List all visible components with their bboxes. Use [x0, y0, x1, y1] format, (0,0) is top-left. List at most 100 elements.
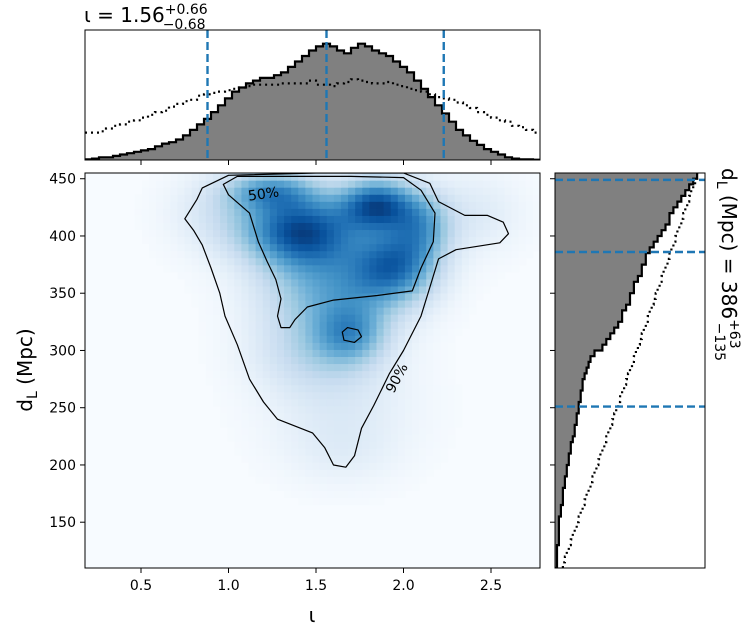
- heatmap-cell: [212, 356, 221, 365]
- heatmap-cell: [312, 441, 321, 449]
- heatmap-cell: [383, 342, 392, 350]
- heatmap-cell: [383, 377, 392, 386]
- heatmap-cell: [376, 356, 385, 365]
- top-panel-ticks: [140, 160, 492, 165]
- heatmap-cell: [298, 257, 306, 266]
- heatmap-cell: [326, 243, 335, 252]
- heatmap-cell: [369, 356, 378, 365]
- heatmap-cell: [426, 321, 434, 329]
- heatmap-cell: [461, 201, 470, 209]
- heatmap-cell: [184, 201, 193, 209]
- heatmap-cell: [340, 201, 349, 209]
- heatmap-cell: [397, 307, 406, 315]
- heatmap-cell: [298, 222, 306, 231]
- distance-title-lower: −135: [711, 323, 727, 361]
- heatmap-cell: [440, 419, 449, 428]
- heatmap-cell: [326, 299, 335, 308]
- heatmap-cell: [454, 299, 463, 308]
- heatmap-cell: [511, 173, 520, 181]
- heatmap-cell: [319, 342, 328, 350]
- heatmap-cell: [248, 405, 257, 414]
- heatmap-cell: [518, 222, 527, 231]
- heatmap-cell: [397, 363, 406, 372]
- heatmap-cell: [248, 469, 257, 477]
- heatmap-cell: [348, 271, 356, 280]
- heatmap-cell: [241, 278, 250, 287]
- heatmap-cell: [305, 419, 314, 428]
- heatmap-cell: [205, 194, 214, 202]
- heatmap-cell: [269, 448, 278, 456]
- heatmap-cell: [148, 180, 157, 188]
- heatmap-cell: [468, 229, 477, 238]
- heatmap-cell: [141, 201, 150, 209]
- heatmap-cell: [134, 222, 143, 231]
- heatmap-cell: [355, 356, 363, 365]
- heatmap-cell: [220, 215, 228, 223]
- heatmap-cell: [440, 314, 449, 322]
- heatmap-cell: [397, 278, 406, 287]
- heatmap-cell: [518, 250, 527, 259]
- heatmap-cell: [412, 391, 420, 400]
- heatmap-cell: [476, 271, 484, 280]
- heatmap-cell: [390, 363, 399, 372]
- heatmap-cell: [412, 201, 420, 209]
- heatmap-cell: [234, 271, 243, 280]
- heatmap-cell: [376, 285, 385, 294]
- heatmap-cell: [291, 398, 299, 407]
- heatmap-cell: [433, 307, 442, 315]
- heatmap-cell: [248, 250, 257, 259]
- heatmap-cell: [447, 419, 456, 428]
- heatmap-cell: [412, 335, 420, 343]
- heatmap-cell: [419, 356, 427, 365]
- heatmap-cell: [248, 342, 257, 350]
- heatmap-cell: [412, 229, 420, 238]
- heatmap-cell: [404, 321, 413, 329]
- heatmap-cell: [490, 229, 498, 238]
- heatmap-cell: [468, 187, 477, 195]
- heatmap-cell: [227, 321, 235, 329]
- heatmap-cell: [284, 229, 292, 238]
- heatmap-cell: [326, 222, 335, 231]
- heatmap-cell: [376, 264, 385, 273]
- heatmap-cell: [447, 250, 456, 259]
- heatmap-cell: [362, 398, 370, 407]
- heatmap-cell: [191, 201, 200, 209]
- heatmap-cell: [148, 173, 157, 181]
- heatmap-cell: [340, 236, 349, 245]
- heatmap-cell: [397, 243, 406, 252]
- heatmap-cell: [305, 426, 314, 435]
- heatmap-cell: [369, 483, 378, 492]
- heatmap-cell: [184, 180, 193, 188]
- heatmap-cell: [241, 419, 250, 428]
- heatmap-cell: [412, 476, 420, 484]
- heatmap-cell: [348, 370, 356, 379]
- heatmap-cell: [461, 257, 470, 266]
- density-heatmap: [134, 173, 540, 506]
- heatmap-cell: [170, 257, 179, 266]
- heatmap-cell: [454, 307, 463, 315]
- heatmap-cell: [312, 229, 321, 238]
- heatmap-cell: [319, 448, 328, 456]
- heatmap-cell: [433, 342, 442, 350]
- heatmap-cell: [504, 236, 513, 245]
- heatmap-cell: [376, 419, 385, 428]
- heatmap-cell: [191, 250, 200, 259]
- heatmap-cell: [276, 194, 285, 202]
- heatmap-cell: [234, 215, 243, 223]
- heatmap-cell: [326, 271, 335, 280]
- heatmap-cell: [348, 187, 356, 195]
- heatmap-cell: [284, 448, 292, 456]
- heatmap-cell: [340, 476, 349, 484]
- heatmap-cell: [355, 342, 363, 350]
- heatmap-cell: [433, 363, 442, 372]
- heatmap-cell: [340, 384, 349, 393]
- heatmap-cell: [362, 215, 370, 223]
- heatmap-cell: [412, 292, 420, 301]
- heatmap-cell: [305, 236, 314, 245]
- heatmap-cell: [319, 391, 328, 400]
- heatmap-cell: [276, 278, 285, 287]
- heatmap-cell: [262, 187, 271, 195]
- heatmap-cell: [525, 250, 534, 259]
- heatmap-cell: [390, 441, 399, 449]
- heatmap-cell: [404, 455, 413, 463]
